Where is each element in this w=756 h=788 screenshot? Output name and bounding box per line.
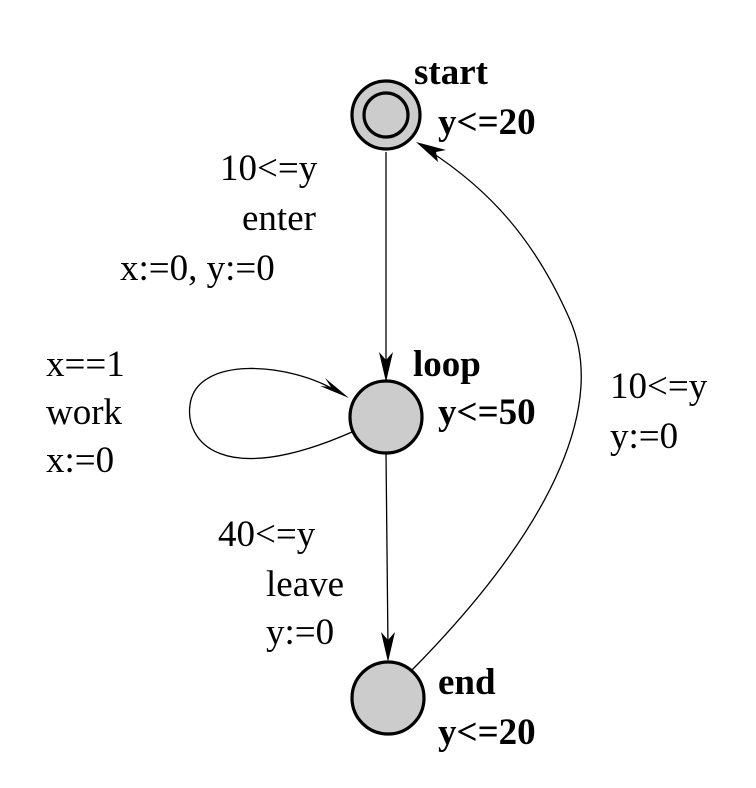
loop-self-sync: work (46, 392, 123, 433)
edge-loop-self-path (188, 367, 353, 460)
edge-start-to-loop (379, 152, 393, 382)
state-start-name: start (414, 52, 489, 93)
state-end-circle (350, 660, 426, 736)
end-to-start-update: y:=0 (610, 416, 678, 457)
state-end-invariant: y<=20 (438, 712, 536, 753)
end-to-start-guard: 10<=y (610, 366, 708, 407)
edge-loop-to-end (381, 451, 395, 662)
state-end (350, 660, 426, 736)
edge-loop-self-arrowhead (320, 378, 349, 398)
state-loop-circle (348, 379, 424, 455)
state-loop-invariant: y<=50 (438, 392, 536, 433)
edge-start-to-loop-arrowhead (379, 352, 393, 382)
start-to-loop-sync: enter (242, 198, 316, 239)
loop-to-end-guard: 40<=y (218, 514, 316, 555)
loop-self-guard: x==1 (46, 344, 125, 385)
state-loop-name: loop (413, 344, 481, 385)
edge-end-to-start (411, 142, 582, 671)
start-to-loop-update: x:=0, y:=0 (120, 248, 275, 289)
state-end-name: end (438, 662, 496, 703)
edge-end-to-start-path (411, 149, 582, 671)
state-start-invariant: y<=20 (438, 102, 536, 143)
loop-to-end-update: y:=0 (266, 612, 334, 653)
loop-self-update: x:=0 (46, 440, 114, 481)
loop-to-end-sync: leave (266, 564, 344, 605)
state-start-circle (350, 79, 422, 151)
edge-end-to-start-arrowhead (416, 142, 446, 162)
edge-loop-to-end-line (385, 451, 389, 649)
edge-loop-self (188, 367, 353, 460)
edge-loop-to-end-arrowhead (381, 632, 395, 662)
state-start (350, 79, 422, 151)
start-to-loop-guard: 10<=y (220, 148, 318, 189)
state-start-initial-ring (362, 91, 410, 139)
state-loop (348, 379, 424, 455)
